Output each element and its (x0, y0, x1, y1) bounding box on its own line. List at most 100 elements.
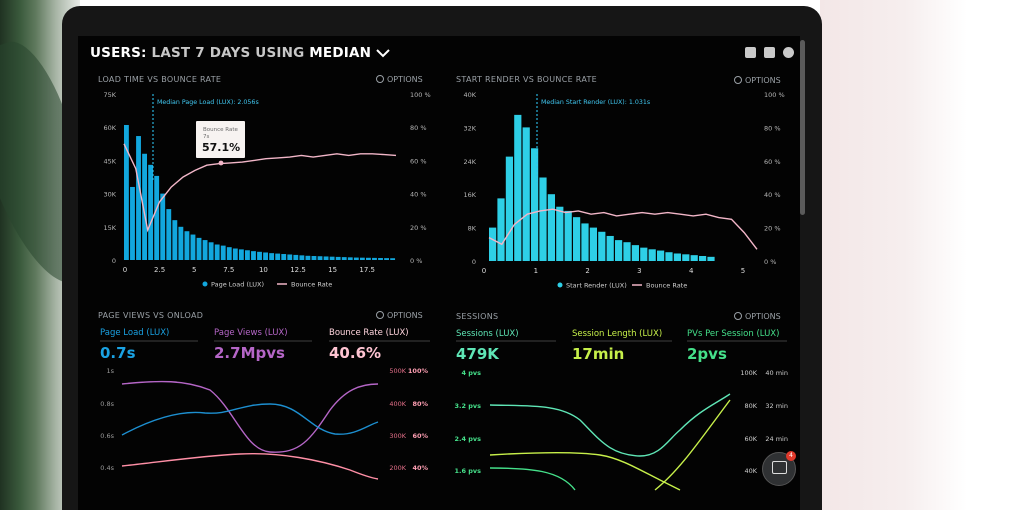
histogram-bar (673, 253, 681, 261)
histogram-bar (184, 231, 190, 260)
histogram-bar (615, 240, 623, 261)
histogram-bar (623, 242, 631, 261)
title-period: LAST 7 DAYS (151, 45, 256, 61)
bounce-rate-line (488, 208, 758, 250)
x-tick-label: 5 (192, 266, 196, 274)
histogram-bar (287, 254, 293, 260)
y2-tick-label: 20 % (764, 225, 781, 233)
x-tick-label: 12.5 (290, 266, 306, 274)
help-icon[interactable] (783, 47, 794, 58)
y-tick-label: 30K (103, 191, 116, 199)
legend-label: Page Load (LUX) (211, 281, 264, 289)
panel-title-sessions: SESSIONS (456, 312, 499, 321)
y2-tick-label: 300K (389, 432, 406, 440)
y-tick-label: 1s (106, 367, 114, 375)
histogram-bar (522, 127, 530, 262)
histogram-bar (178, 226, 184, 260)
y2-tick-label: 60K (744, 435, 757, 443)
histogram-bar (232, 248, 238, 260)
y-tick-label: 0.4s (100, 464, 114, 472)
y-tick-label: 75K (103, 91, 116, 99)
sessions-line (489, 393, 731, 457)
histogram-bar (598, 231, 606, 261)
histogram-bar (384, 258, 389, 260)
x-tick-label: 10 (259, 266, 268, 274)
chat-icon (772, 461, 787, 474)
tooltip-label: Bounce Rate (203, 127, 238, 133)
metric-label-pvs-per-session: PVs Per Session (LUX) (687, 329, 780, 339)
histogram-bar (547, 194, 555, 261)
histogram-bar (378, 258, 383, 260)
histogram-bar (154, 175, 160, 260)
options-button-load-time[interactable]: OPTIONS (376, 75, 423, 84)
histogram-bar (130, 186, 135, 260)
y2-tick-label: 20 % (410, 224, 427, 232)
options-button-start-render[interactable]: OPTIONS (734, 76, 781, 85)
y2-tick-label: 40 % (764, 191, 781, 199)
options-label: OPTIONS (745, 76, 781, 85)
gear-icon (734, 312, 742, 320)
y2-tick-label: 40K (744, 467, 757, 475)
y-tick-label: 16K (463, 191, 476, 199)
metric-value-bounce-rate: 40.6% (329, 344, 382, 362)
histogram-bar (631, 245, 639, 261)
scrollbar[interactable] (800, 40, 805, 215)
histogram-bar (353, 257, 359, 260)
y3-tick-label: 32 min (765, 402, 788, 410)
y-tick-label: 0 (112, 257, 116, 265)
options-button-sessions[interactable]: OPTIONS (734, 312, 781, 321)
histogram-bar (573, 217, 581, 261)
y3-tick-label: 60% (412, 432, 428, 440)
histogram-bar (657, 250, 665, 261)
share-icon[interactable] (764, 47, 775, 58)
histogram-bar (606, 235, 614, 261)
histogram-bar (497, 198, 505, 261)
histogram-bar (707, 256, 715, 261)
metric-label-page-views: Page Views (LUX) (214, 328, 288, 338)
legend-label: Start Render (LUX) (566, 282, 627, 290)
x-tick-label: 5 (741, 267, 745, 275)
y-tick-label: 32K (463, 124, 476, 132)
histogram-bar (148, 164, 154, 260)
histogram-bar (489, 227, 497, 261)
x-tick-label: 2 (585, 267, 589, 275)
y2-tick-label: 40 % (410, 191, 427, 199)
monitor-icon[interactable] (745, 47, 756, 58)
dashboard-title[interactable]: USERS: LAST 7 DAYS USING MEDIAN (90, 45, 390, 61)
y-tick-label: 0.6s (100, 432, 114, 440)
histogram-bar (251, 251, 256, 260)
y2-tick-label: 200K (389, 464, 406, 472)
tooltip-sublabel: 7s (203, 134, 209, 140)
histogram-bar (564, 210, 572, 261)
histogram-bar (682, 254, 690, 261)
y2-tick-label: 0 % (764, 258, 776, 266)
histogram-bar (329, 256, 335, 260)
histogram-bar (589, 227, 597, 261)
y2-tick-label: 60 % (764, 158, 781, 166)
bounce-rate-line (121, 452, 379, 480)
histogram-bar (514, 114, 522, 261)
histogram-bar (214, 244, 220, 260)
x-tick-label: 0 (123, 266, 127, 274)
histogram-bar (245, 250, 250, 260)
title-prefix: USERS: (90, 45, 152, 61)
histogram-bar (556, 206, 564, 261)
histogram-bar (293, 254, 299, 260)
histogram-bar (640, 247, 648, 261)
gear-icon (376, 75, 384, 83)
y-tick-label: 3.2 pvs (454, 402, 481, 410)
y-tick-label: 15K (103, 224, 116, 232)
chat-badge: 4 (786, 451, 796, 461)
y2-tick-label: 60 % (410, 157, 427, 165)
y2-tick-label: 400K (389, 400, 406, 408)
metric-label-bounce-rate: Bounce Rate (LUX) (329, 328, 409, 338)
histogram-bar (299, 255, 305, 260)
histogram-bar (263, 252, 268, 260)
options-button-page-views[interactable]: OPTIONS (376, 311, 423, 320)
histogram-bar (208, 242, 214, 260)
histogram-bar (202, 240, 208, 260)
chevron-down-icon[interactable] (376, 48, 390, 58)
title-stat: MEDIAN (309, 45, 372, 61)
histogram-bar (390, 258, 396, 260)
metric-label-session-length: Session Length (LUX) (572, 329, 663, 339)
